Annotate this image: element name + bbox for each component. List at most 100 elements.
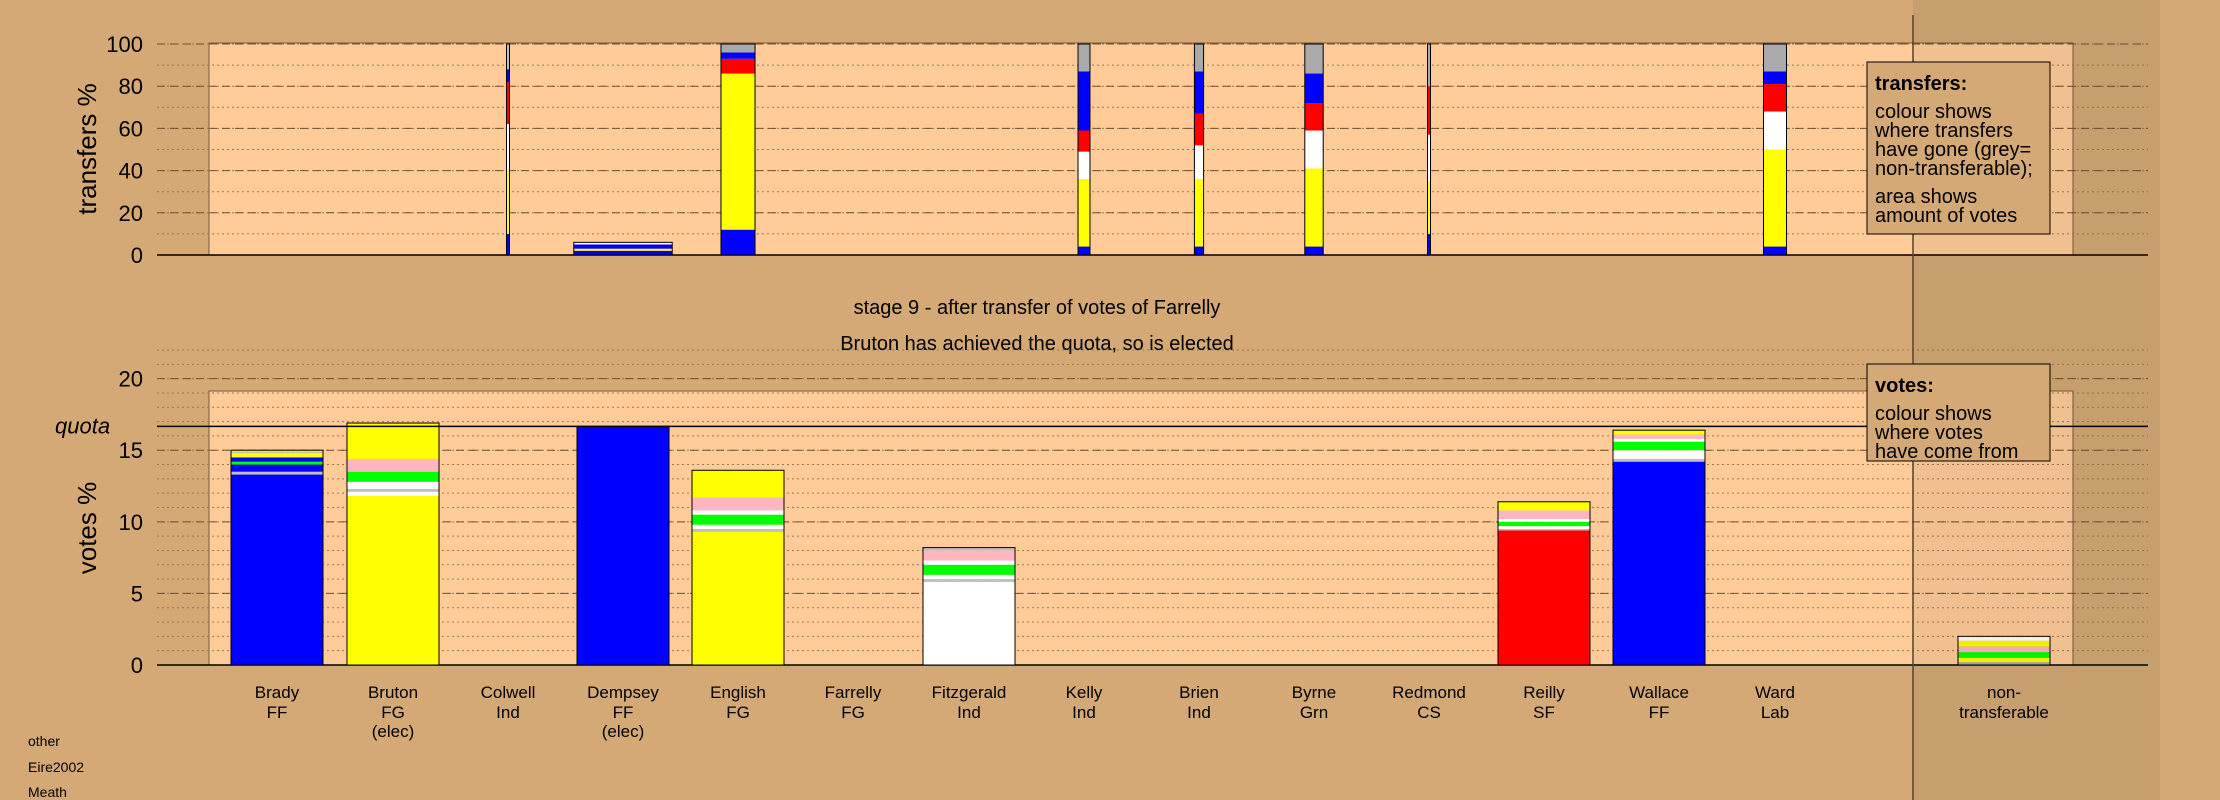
- bar-outline: [506, 43, 510, 256]
- y-axis-label: transfers %: [72, 83, 102, 215]
- footer-line-2: Eire2002: [28, 759, 84, 775]
- bar-segment-ind: [1078, 151, 1090, 180]
- bar-wallace: [1612, 429, 1706, 666]
- bar-segment-ff: [1194, 71, 1204, 114]
- candidate-label-non: non-transferable: [1959, 683, 2049, 722]
- bar-segment-grn: [692, 514, 784, 525]
- bar-segment-grn: [923, 564, 1015, 575]
- legend-title: transfers:: [1875, 73, 1967, 95]
- bar-segment-fg: [1304, 168, 1324, 247]
- bar-segment-grn: [347, 471, 439, 482]
- candidate-party: Ind: [1187, 703, 1211, 722]
- bar-segment-fg: [692, 531, 784, 665]
- bar-segment-ff: [577, 426, 669, 665]
- bar-segment-fg: [573, 248, 673, 251]
- y-tick-label: 20: [119, 367, 143, 392]
- bar-segment-ind: [573, 242, 673, 245]
- bar-segment-lab: [692, 497, 784, 511]
- bar-segment-ff: [1194, 246, 1204, 255]
- candidate-party: Grn: [1300, 703, 1328, 722]
- bar-brien: [1193, 43, 1205, 256]
- y-tick-label: 0: [131, 243, 143, 268]
- bar-outline: [1497, 501, 1591, 666]
- plot-area: [208, 390, 2074, 666]
- bar-segment-ff: [573, 250, 673, 255]
- bar-outline: [1763, 43, 1787, 256]
- legend-line: area shows: [1875, 186, 1977, 208]
- bar-segment-fg: [1958, 640, 2050, 647]
- bar-segment-sf: [1498, 530, 1590, 665]
- candidate-party: FF: [613, 703, 634, 722]
- bar-segment-cs: [1613, 458, 1705, 462]
- bar-segment-ff: [231, 464, 323, 472]
- bar-segment-ff: [1763, 71, 1787, 85]
- bar-segment-ff: [1763, 246, 1787, 255]
- bar-segment-lab: [1498, 510, 1590, 519]
- bar-segment-sf: [1304, 103, 1324, 131]
- candidate-name: Brady: [255, 683, 300, 702]
- bar-segment-ff: [231, 457, 323, 462]
- bar-segment-ind: [923, 560, 1015, 565]
- bar-outline: [1957, 635, 2051, 666]
- candidate-party: Lab: [1761, 703, 1789, 722]
- bar-redmond: [1427, 43, 1431, 256]
- candidate-status: (elec): [602, 722, 645, 741]
- bar-segment-fg: [720, 73, 756, 230]
- bar-outline: [720, 43, 756, 256]
- bar-segment-sf: [1078, 130, 1090, 152]
- bar-bruton: [346, 422, 440, 666]
- candidate-name: Fitzgerald: [932, 683, 1007, 702]
- bar-segment-sf: [1763, 84, 1787, 112]
- bar-dempsey: [573, 241, 673, 256]
- legend-line: non-transferable);: [1875, 158, 2033, 180]
- legend-frame: [1866, 363, 2051, 462]
- bar-outline: [573, 241, 673, 256]
- bar-segment-fg: [1078, 179, 1090, 247]
- bar-segment-cs: [1498, 528, 1590, 531]
- candidate-name: Reilly: [1523, 683, 1565, 702]
- candidate-party: FF: [1649, 703, 1670, 722]
- bar-segment-lab: [347, 458, 439, 472]
- bar-segment-ind: [692, 524, 784, 529]
- legend-line: amount of votes: [1875, 205, 2017, 227]
- bar-outline: [1077, 43, 1091, 256]
- bar-outline: [1612, 429, 1706, 666]
- bar-segment-fg: [692, 470, 784, 498]
- bar-segment-nontransferable: [1427, 44, 1431, 87]
- candidate-name: non-: [1987, 683, 2021, 702]
- bar-segment-ff: [1078, 71, 1090, 131]
- bar-segment-fg: [231, 450, 323, 452]
- bar-outline: [691, 469, 785, 666]
- bar-outline: [346, 422, 440, 666]
- bar-segment-ind: [1304, 130, 1324, 169]
- bar-segment-ind: [506, 124, 510, 171]
- bar-ward: [1763, 43, 1787, 256]
- candidate-name: Colwell: [481, 683, 536, 702]
- bar-segment-ind: [1958, 636, 2050, 641]
- bar-segment-lab: [1958, 646, 2050, 653]
- bar-segment-ind: [347, 491, 439, 497]
- bar-segment-nontransferable: [1078, 44, 1090, 72]
- bar-segment-fg: [1194, 179, 1204, 247]
- candidate-party: FG: [381, 703, 405, 722]
- bar-segment-ind: [692, 510, 784, 515]
- votes-chart: 0 5 10 15 20 votes % quota: [55, 349, 2148, 678]
- bar-segment-ind: [1763, 111, 1787, 150]
- bar-outline: [1193, 43, 1205, 256]
- bar-segment-nontransferable: [720, 44, 756, 53]
- bar-segment-fg: [1427, 181, 1431, 234]
- footer-line-1: other: [28, 733, 60, 749]
- y-tick-label: 20: [119, 201, 143, 226]
- bar-segment-lab: [1613, 434, 1705, 439]
- legend-line: where transfers: [1874, 120, 2013, 142]
- transfers-chart: 0 20 40 60 80 100 transfers %: [72, 32, 2148, 268]
- candidate-party: Ind: [957, 703, 981, 722]
- bar-fitzgerald: [922, 547, 1016, 666]
- candidate-name: Ward: [1755, 683, 1795, 702]
- bar-segment-ff: [1427, 233, 1431, 255]
